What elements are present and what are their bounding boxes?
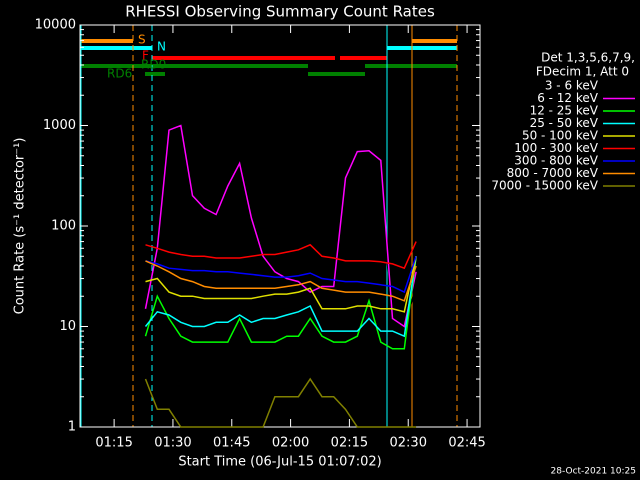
annotation: S — [138, 33, 146, 47]
legend-label: 12 - 25 keV — [530, 104, 599, 118]
legend-label: 7000 - 15000 keV — [491, 179, 598, 193]
annotation: F — [142, 49, 149, 63]
series-line — [144, 124, 417, 328]
series-line — [144, 153, 417, 328]
legend-title: FDecim 1, Att 0 — [536, 65, 629, 79]
series-line — [144, 256, 417, 338]
series-line — [144, 377, 417, 428]
flag-bars — [80, 39, 457, 76]
y-axis-label: Count Rate (s⁻¹ detector⁻¹) — [13, 138, 28, 315]
x-tick-label: 02:30 — [390, 436, 427, 451]
y-tick-label: 1 — [68, 420, 76, 435]
series-line — [145, 241, 417, 270]
annotation: RD0 — [141, 58, 166, 72]
y-tick-label: 1000 — [43, 118, 76, 133]
footer: 28-Oct-2021 10:25 — [551, 467, 636, 477]
legend-label: 800 - 7000 keV — [507, 166, 599, 180]
legend-label: 100 - 300 keV — [514, 141, 598, 155]
legend-label: 6 - 12 keV — [537, 91, 599, 105]
legend-title: Det 1,3,5,6,7,9, — [541, 51, 635, 65]
legend-label: 300 - 800 keV — [514, 154, 598, 168]
y-tick-label: 100 — [51, 219, 76, 234]
y-tick-label: 10 — [59, 319, 76, 334]
legend-label: 50 - 100 keV — [522, 129, 599, 143]
legend-label: 3 - 6 keV — [545, 79, 599, 93]
annotation: N — [157, 40, 166, 54]
series-line — [145, 256, 417, 313]
series-line — [144, 256, 417, 350]
x-tick-label: 01:45 — [213, 436, 250, 451]
x-tick-label: 02:45 — [448, 436, 485, 451]
series-line — [145, 260, 417, 302]
y-tick-label: 10000 — [35, 18, 76, 33]
event-lines — [80, 25, 458, 427]
plot-frame — [79, 24, 481, 428]
x-tick-label: 01:30 — [154, 436, 191, 451]
annotation: RD6 — [107, 67, 132, 81]
x-tick-label: 02:15 — [331, 436, 368, 451]
x-axis-label: Start Time (06-Jul-15 01:07:02) — [178, 455, 381, 470]
x-tick-label: 01:15 — [95, 436, 132, 451]
chart-title: RHESSI Observing Summary Count Rates — [125, 3, 435, 21]
series-line — [145, 256, 417, 294]
x-tick-label: 02:00 — [272, 436, 309, 451]
legend-label: 25 - 50 keV — [530, 116, 599, 130]
